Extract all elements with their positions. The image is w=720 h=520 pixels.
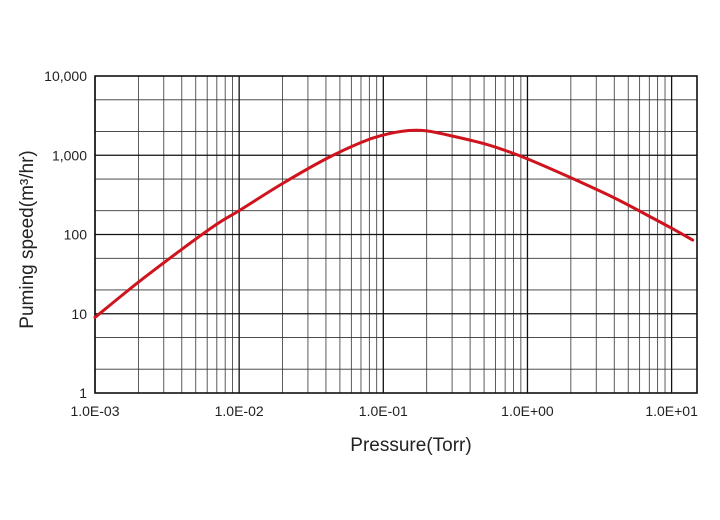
y-tick-labels: 1 10 100 1,000 10,000 (44, 68, 87, 401)
y-tick-label: 10 (71, 306, 87, 322)
y-tick-label: 10,000 (44, 68, 87, 84)
x-tick-labels: 1.0E-03 1.0E-02 1.0E-01 1.0E+00 1.0E+01 (70, 403, 698, 419)
y-tick-label: 100 (64, 227, 88, 243)
major-gridlines (94, 76, 697, 393)
x-tick-label: 1.0E-03 (70, 403, 119, 419)
y-tick-label: 1,000 (52, 147, 87, 163)
x-tick-label: 1.0E-02 (215, 403, 264, 419)
x-tick-label: 1.0E+01 (645, 403, 698, 419)
x-tick-label: 1.0E-01 (359, 403, 408, 419)
y-tick-label: 1 (79, 385, 87, 401)
pumping-speed-curve (93, 128, 695, 319)
plot-frame (94, 75, 698, 394)
x-tick-label: 1.0E+00 (501, 403, 554, 419)
series-layer (93, 128, 695, 319)
y-axis-title: Puming speed(m³/hr) (17, 150, 38, 328)
x-axis-title: Pressure(Torr) (350, 435, 471, 456)
